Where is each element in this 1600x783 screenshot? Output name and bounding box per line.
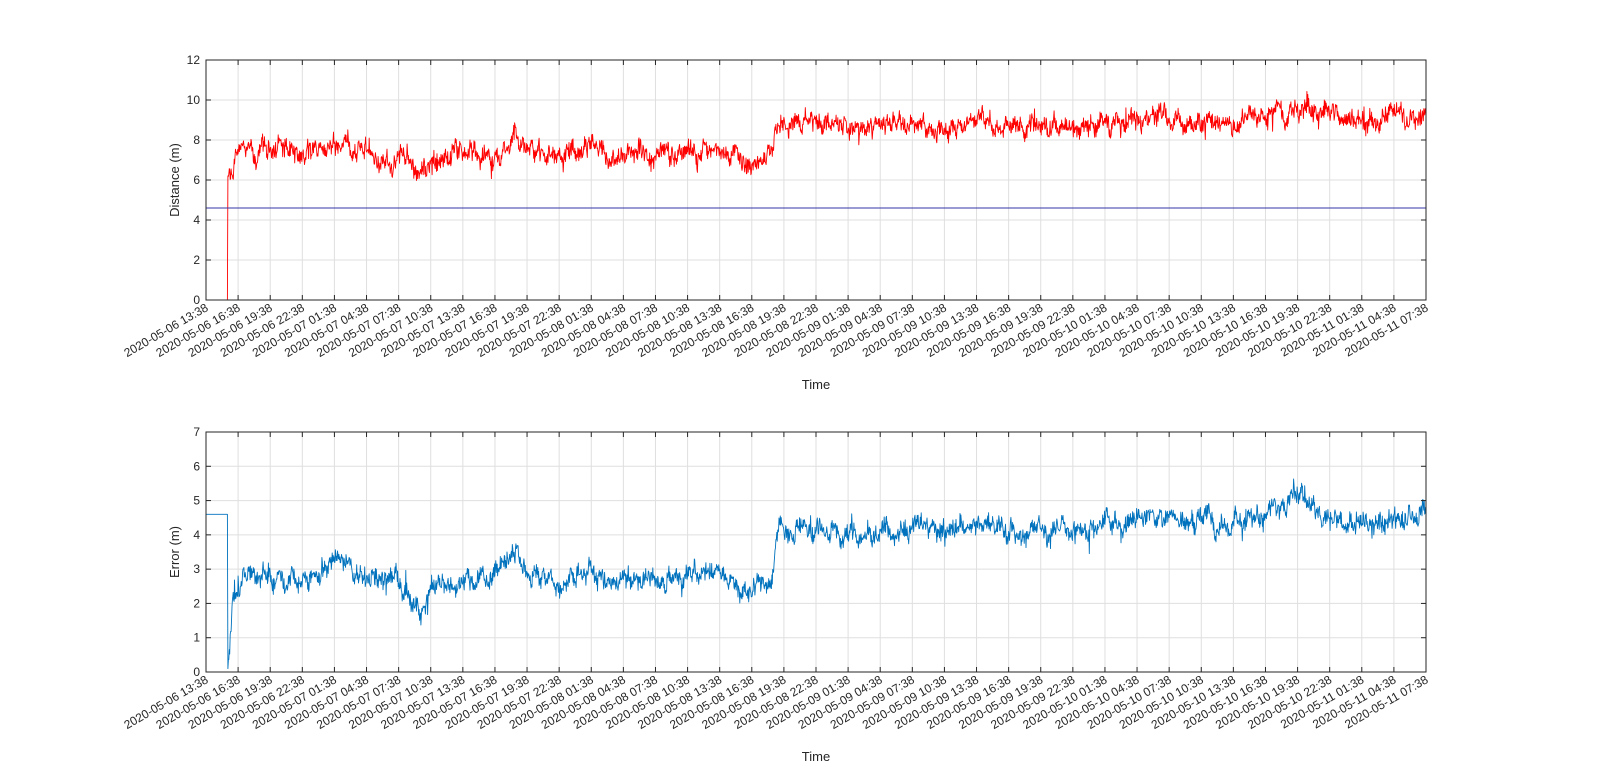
y-tick-label: 7: [193, 425, 200, 439]
y-axis-title: Error (m): [167, 526, 182, 578]
y-tick-label: 6: [193, 459, 200, 473]
y-tick-label: 0: [193, 293, 200, 307]
y-tick-label: 10: [187, 93, 201, 107]
x-axis-title: Time: [802, 377, 830, 392]
y-tick-label: 12: [187, 53, 201, 67]
y-tick-label: 8: [193, 133, 200, 147]
y-tick-label: 1: [193, 631, 200, 645]
y-tick-label: 2: [193, 253, 200, 267]
x-axis-title: Time: [802, 749, 830, 764]
y-tick-label: 4: [193, 213, 200, 227]
y-tick-label: 5: [193, 494, 200, 508]
y-tick-label: 0: [193, 665, 200, 679]
series-line: [206, 478, 1426, 670]
y-tick-label: 4: [193, 528, 200, 542]
y-tick-label: 6: [193, 173, 200, 187]
series-line: [206, 91, 1426, 300]
y-tick-label: 2: [193, 596, 200, 610]
y-axis-title: Distance (m): [167, 143, 182, 217]
y-tick-label: 3: [193, 562, 200, 576]
